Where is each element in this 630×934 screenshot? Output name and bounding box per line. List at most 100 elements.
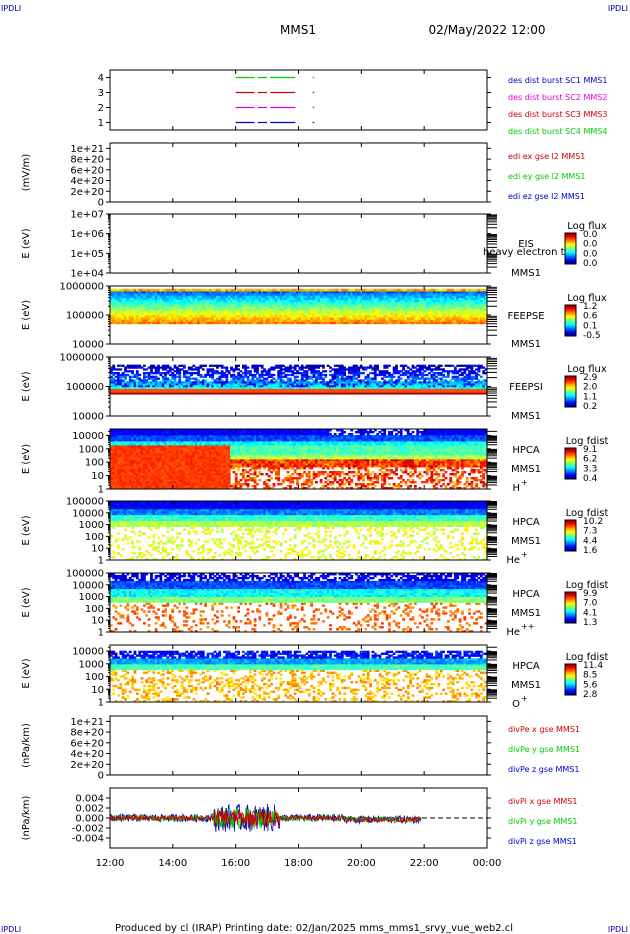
heatmap-cell xyxy=(300,295,304,298)
heatmap-cell xyxy=(357,319,361,322)
heatmap-cell xyxy=(220,297,224,301)
heatmap-cell xyxy=(131,370,134,373)
heatmap-cell xyxy=(439,288,443,292)
heatmap-cell xyxy=(154,301,158,305)
heatmap-cell xyxy=(444,370,448,373)
heatmap-cell xyxy=(338,297,342,301)
heatmap-cell xyxy=(230,304,233,307)
heatmap-cell xyxy=(230,373,233,377)
heatmap-cell xyxy=(305,319,309,322)
heatmap-cell xyxy=(284,301,288,305)
heatmap-cell xyxy=(305,364,309,367)
heatmap-cell xyxy=(112,372,116,375)
colorbar-swatch xyxy=(565,243,576,246)
heatmap-cell xyxy=(472,370,476,373)
heatmap-cell xyxy=(482,379,486,382)
heatmap-cell xyxy=(140,297,144,301)
heatmap-cell xyxy=(171,306,175,309)
colorbar-swatch xyxy=(565,240,576,243)
heatmap-cell xyxy=(260,297,264,301)
heatmap-cell xyxy=(279,317,283,320)
heatmap-cell xyxy=(223,317,226,320)
heatmap-cell xyxy=(112,304,116,307)
heatmap-cell xyxy=(364,290,368,294)
heatmap-cell xyxy=(246,375,250,378)
heatmap-cell xyxy=(267,290,271,294)
heatmap-cell xyxy=(347,301,351,305)
heatmap-cell xyxy=(286,373,290,377)
heatmap-cell xyxy=(119,297,123,301)
heatmap-cell xyxy=(274,293,278,296)
heatmap-cell xyxy=(150,290,153,294)
heatmap-cell xyxy=(333,319,337,322)
heatmap-cell xyxy=(201,315,205,318)
spacecraft-label: MMS1 xyxy=(511,268,541,279)
heatmap-cell xyxy=(180,381,184,384)
heatmap-cell xyxy=(142,368,146,371)
heatmap-cell xyxy=(435,372,438,375)
heatmap-cell xyxy=(286,290,290,294)
heatmap-cell xyxy=(364,306,368,309)
heatmap-cell xyxy=(272,301,276,305)
heatmap-cell xyxy=(300,310,304,314)
heatmap-cell xyxy=(126,293,130,296)
heatmap-cell xyxy=(142,317,146,320)
y-axis-label: E (eV) xyxy=(21,300,32,330)
heatmap-cell xyxy=(289,377,292,380)
heatmap-cell xyxy=(260,299,264,303)
heatmap-cell xyxy=(289,301,292,305)
heatmap-cell xyxy=(362,297,365,301)
heatmap-cell xyxy=(173,312,177,316)
heatmap-cell xyxy=(284,381,288,384)
heatmap-cell xyxy=(284,299,288,303)
heatmap-cell xyxy=(270,293,273,296)
heatmap-cell xyxy=(256,312,259,316)
heatmap-cell xyxy=(159,312,163,316)
heatmap-cell xyxy=(239,321,243,325)
heatmap-cell xyxy=(475,364,478,367)
heatmap-cell xyxy=(230,379,233,382)
heatmap-cell xyxy=(284,306,288,309)
heatmap-cell xyxy=(324,295,328,298)
heatmap-cell xyxy=(157,306,160,309)
heatmap-cell xyxy=(298,366,302,369)
heatmap-cell xyxy=(244,315,248,318)
heatmap-cell xyxy=(208,368,212,371)
heatmap-cell xyxy=(303,315,306,318)
heatmap-cell xyxy=(364,319,368,322)
heatmap-cell xyxy=(140,315,144,318)
heatmap-cell xyxy=(272,295,276,298)
heatmap-cell xyxy=(180,288,184,292)
heatmap-cell xyxy=(208,315,212,318)
heatmap-cell xyxy=(220,315,224,318)
heatmap-cell xyxy=(385,288,389,292)
heatmap-cell xyxy=(265,315,269,318)
heatmap-cell xyxy=(183,364,186,367)
heatmap-cell xyxy=(114,317,118,320)
heatmap-cell xyxy=(291,288,295,292)
heatmap-cell xyxy=(312,304,316,307)
heatmap-cell xyxy=(119,310,123,314)
heatmap-cell xyxy=(168,366,172,369)
heatmap-cell xyxy=(418,381,422,384)
heatmap-cell xyxy=(305,295,309,298)
heatmap-cell xyxy=(279,312,283,316)
heatmap-cell xyxy=(128,306,132,309)
heatmap-cell xyxy=(305,288,309,292)
heatmap-cell xyxy=(168,319,172,322)
heatmap-cell xyxy=(197,308,200,312)
heatmap-cell xyxy=(199,315,203,318)
heatmap-cell xyxy=(211,297,215,301)
heatmap-cell xyxy=(145,299,149,303)
heatmap-cell xyxy=(121,379,125,382)
heatmap-cell xyxy=(324,370,328,373)
heatmap-cell xyxy=(336,317,339,320)
heatmap-cell xyxy=(267,315,271,318)
heatmap-cell xyxy=(340,310,344,314)
heatmap-cell xyxy=(416,364,420,367)
heatmap-cell xyxy=(164,308,167,312)
heatmap-cell xyxy=(303,293,306,296)
heatmap-cell xyxy=(117,319,120,322)
heatmap-cell xyxy=(416,373,420,377)
